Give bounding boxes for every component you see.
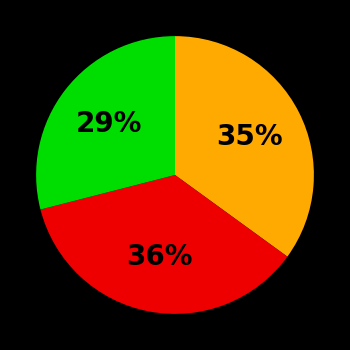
Wedge shape [41,175,287,314]
Text: 35%: 35% [216,123,282,151]
Wedge shape [36,36,175,210]
Text: 36%: 36% [126,243,192,271]
Wedge shape [175,36,314,257]
Text: 29%: 29% [76,110,142,138]
